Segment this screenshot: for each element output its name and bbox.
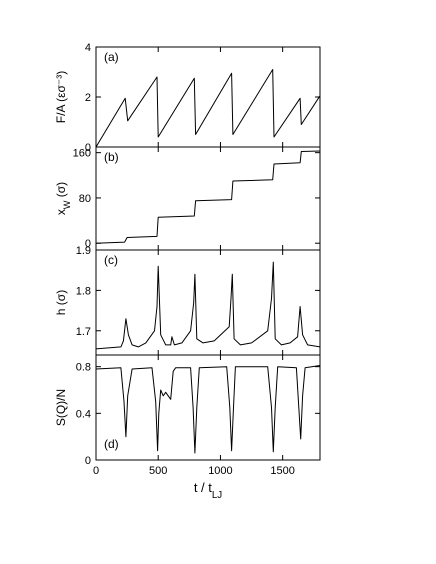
y-tick-label: 0	[85, 238, 91, 250]
series-line-c	[95, 261, 321, 350]
y-tick-label: 160	[73, 148, 91, 160]
y-axis-label: xW (σ)	[54, 182, 72, 215]
x-tick-label: 1500	[270, 465, 294, 477]
panel-a: 0 2 4 (a) F/A (εσ⁻³)	[54, 42, 321, 154]
panel-label: (c)	[104, 253, 118, 267]
panel-frame	[95, 146, 321, 251]
y-tick-label: 80	[79, 193, 91, 205]
y-tick-label: 0	[85, 142, 91, 154]
y-tick-label: 0.4	[76, 408, 91, 420]
y-axis-label: h (σ)	[54, 290, 68, 315]
y-axis-label: F/A (εσ⁻³)	[54, 71, 68, 123]
panel-label: (d)	[104, 437, 119, 451]
y-tick-label: 0	[85, 455, 91, 467]
y-tick-label: 1.8	[76, 285, 91, 297]
panel-label: (a)	[104, 50, 119, 64]
panel-c: 1.7 1.8 1.9 (c) h (σ)	[54, 245, 321, 356]
series-line-a	[95, 69, 321, 148]
panel-b: 0 80 160 (b) xW (σ)	[54, 146, 321, 251]
y-axis-label: S(Q)/N	[54, 389, 68, 426]
panel-label: (b)	[104, 150, 119, 164]
x-tick-label: 1000	[208, 465, 232, 477]
panel-frame	[95, 46, 321, 148]
y-tick-label: 2	[85, 92, 91, 104]
series-line-b	[95, 150, 321, 244]
y-tick-label: 1.7	[76, 326, 91, 338]
panel-d: 0 0.4 0.8 (d) S(Q)/N 0 500 1000 1500 t / tLJ	[54, 354, 321, 501]
y-tick-label: 1.9	[76, 245, 91, 257]
y-tick-label: 4	[85, 42, 91, 54]
y-tick-label: 0.8	[76, 362, 91, 374]
figure-panels: 0 2 4 (a) F/A (εσ⁻³) 0 80 160 (b) xW (σ) 1.7 1.8 1.9…	[54, 42, 321, 501]
x-axis-label: t / tLJ	[194, 480, 222, 501]
panel-frame	[95, 354, 321, 461]
series-line-d	[95, 365, 321, 454]
x-tick-label: 500	[149, 465, 167, 477]
x-tick-label: 0	[93, 465, 99, 477]
